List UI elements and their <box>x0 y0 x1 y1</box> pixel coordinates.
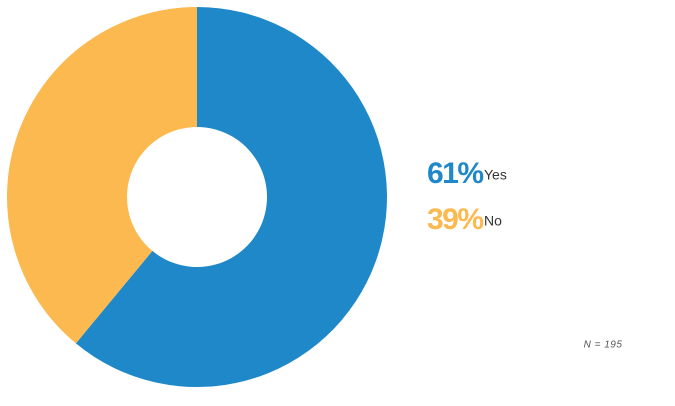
legend-value: 61% <box>427 157 483 190</box>
legend-value: 39% <box>427 203 483 236</box>
donut-slice <box>6 7 198 344</box>
donut-slice <box>75 7 388 387</box>
legend-label: No <box>484 213 502 229</box>
sample-size-note: N = 195 <box>584 340 623 351</box>
legend-label: Yes <box>484 167 507 183</box>
